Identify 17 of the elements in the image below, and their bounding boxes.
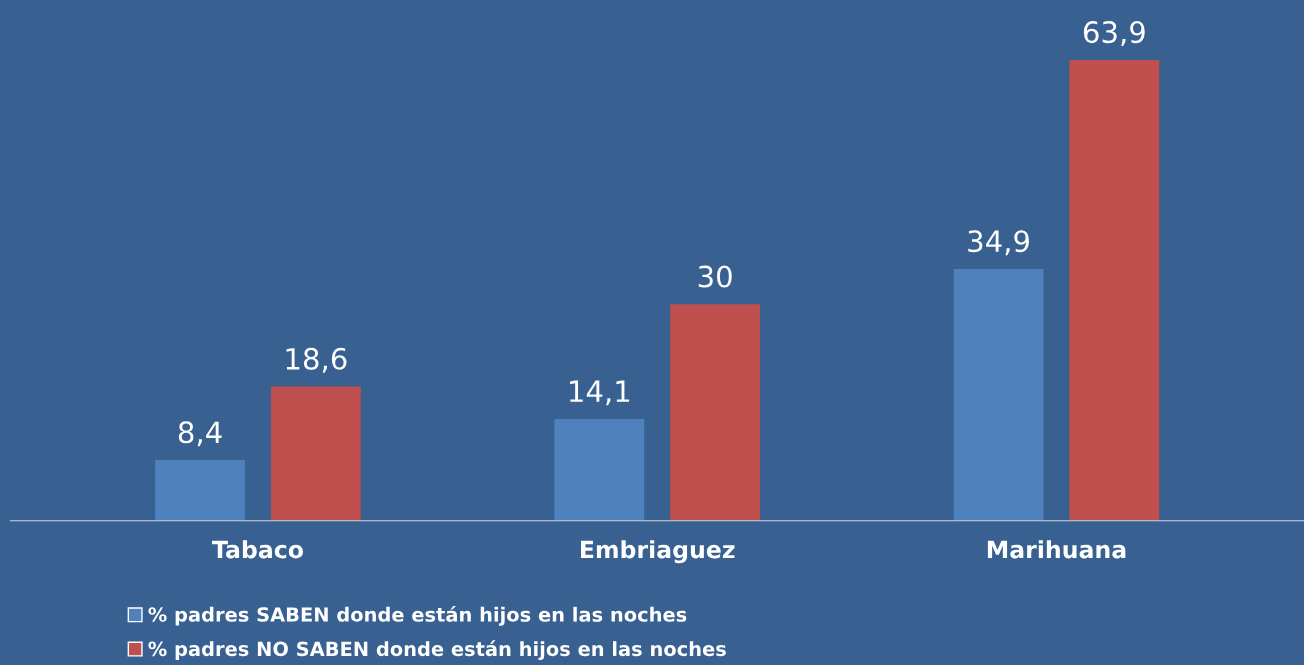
legend-label: % padres NO SABEN donde están hijos en las noches [148, 640, 726, 661]
data-label: 14,1 [570, 380, 630, 406]
legend-label: % padres SABEN donde están hijos en las noches [148, 606, 687, 626]
bar [270, 386, 361, 521]
x-tick-label: Tabaco [212, 540, 303, 559]
data-label: 18,6 [286, 347, 347, 373]
data-label: 63,9 [1083, 21, 1145, 47]
data-label: 34,9 [968, 230, 1029, 256]
bar [1069, 59, 1160, 521]
data-label: 30 [698, 265, 732, 288]
x-tick-label: Embriaguez [581, 540, 735, 564]
bar [155, 460, 245, 521]
x-tick-label: Marihuana [987, 540, 1126, 559]
bar [670, 304, 761, 521]
bar [953, 269, 1044, 521]
bar [554, 419, 645, 521]
data-label: 8,4 [178, 421, 222, 447]
